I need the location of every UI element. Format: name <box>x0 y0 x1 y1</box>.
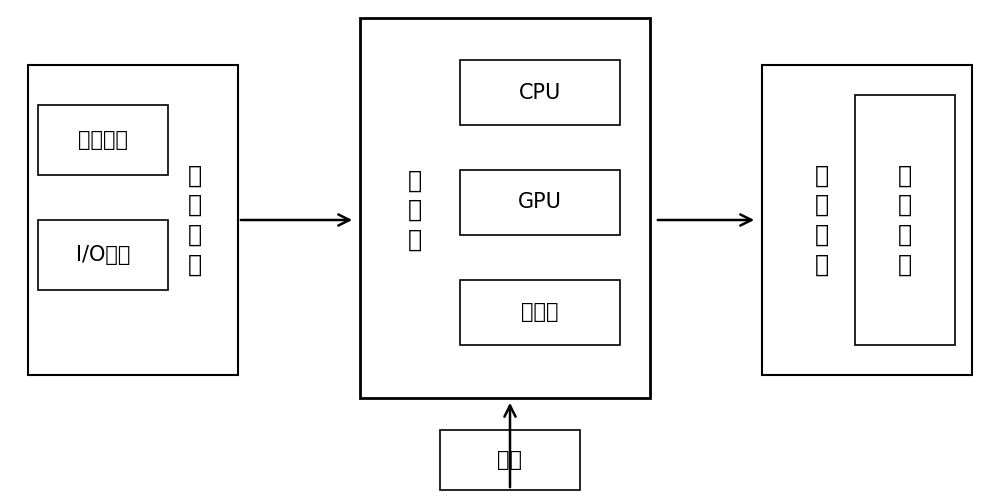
Text: 显
示
面
板: 显 示 面 板 <box>898 163 912 277</box>
Text: 触控面板: 触控面板 <box>78 130 128 150</box>
Bar <box>762 65 972 375</box>
Bar <box>460 280 620 345</box>
Text: I/O设备: I/O设备 <box>76 245 130 265</box>
Text: 输
入
设
备: 输 入 设 备 <box>188 163 202 277</box>
Bar <box>38 105 168 175</box>
Bar <box>855 95 955 345</box>
Bar <box>440 430 580 490</box>
Bar <box>460 60 620 125</box>
Text: 输
出
设
备: 输 出 设 备 <box>815 163 829 277</box>
Text: CPU: CPU <box>519 83 561 103</box>
Text: 存储器: 存储器 <box>521 303 559 323</box>
Bar <box>460 170 620 235</box>
Bar <box>28 65 238 375</box>
Text: GPU: GPU <box>518 192 562 212</box>
Text: 电源: 电源 <box>498 450 522 470</box>
Bar <box>38 220 168 290</box>
Bar <box>360 18 650 398</box>
Text: 服
务
器: 服 务 器 <box>408 168 422 252</box>
